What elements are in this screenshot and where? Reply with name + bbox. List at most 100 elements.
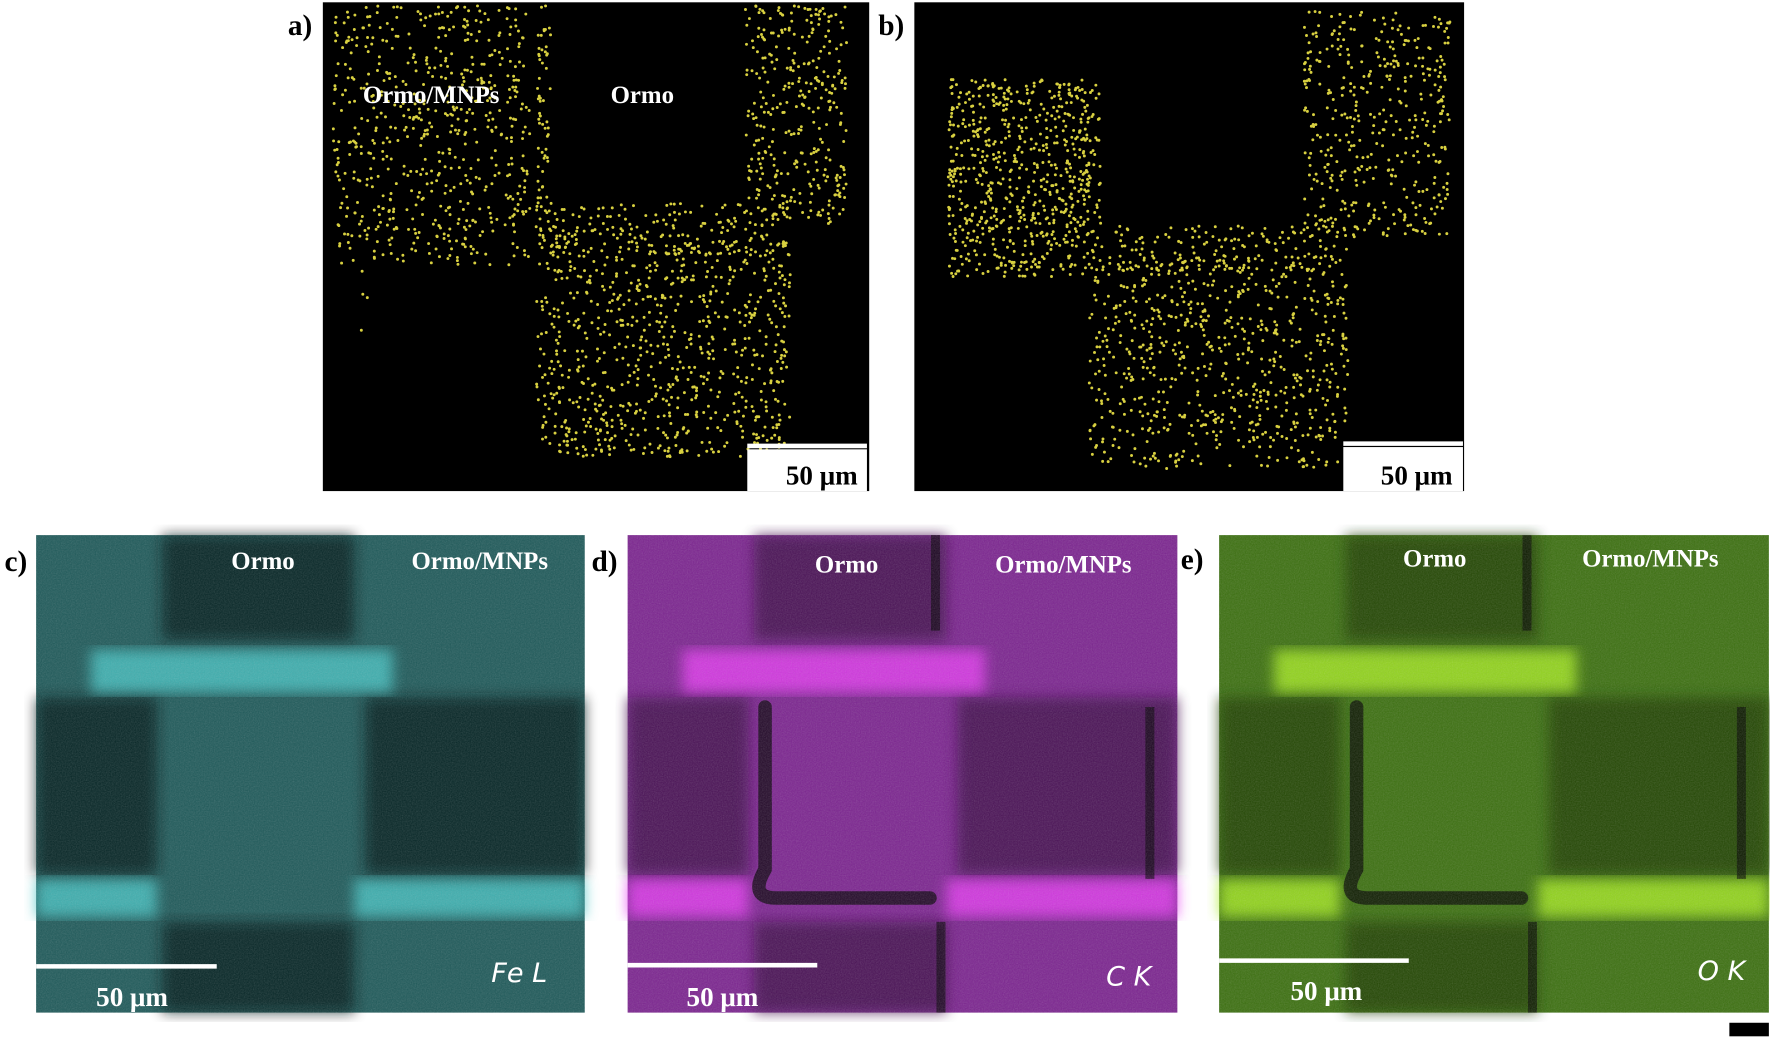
particle	[1237, 438, 1241, 442]
particle	[699, 374, 703, 378]
particle	[814, 7, 818, 11]
particle	[516, 192, 520, 195]
particle	[683, 210, 687, 214]
particle	[1271, 278, 1275, 282]
particle	[680, 264, 684, 268]
particle	[1357, 119, 1361, 123]
particle	[759, 90, 763, 94]
particle	[827, 29, 831, 33]
particle	[461, 207, 465, 211]
particle	[809, 14, 813, 18]
particle	[569, 291, 572, 295]
particle	[1073, 186, 1077, 190]
particle	[401, 101, 405, 105]
particle	[731, 275, 735, 279]
particle	[561, 219, 565, 223]
particle	[1142, 360, 1146, 364]
particle	[811, 110, 815, 114]
particle	[1085, 103, 1089, 107]
particle	[1326, 340, 1330, 344]
particle	[1398, 128, 1402, 132]
particle	[1279, 389, 1283, 393]
particle	[1086, 120, 1090, 124]
particle	[647, 276, 651, 280]
particle	[720, 300, 724, 304]
particle	[401, 259, 405, 263]
particle	[1414, 213, 1418, 217]
particle	[508, 216, 512, 220]
particle	[428, 14, 432, 18]
particle	[1057, 115, 1061, 119]
particle	[1117, 446, 1121, 450]
particle	[348, 153, 352, 156]
particle	[1097, 198, 1101, 202]
particle	[1048, 190, 1052, 194]
particle	[1061, 187, 1065, 191]
particle	[764, 335, 768, 339]
particle	[596, 303, 600, 306]
particle	[566, 311, 570, 315]
particle	[1311, 32, 1315, 36]
particle	[1327, 64, 1331, 68]
particle	[807, 215, 811, 219]
particle	[744, 227, 748, 231]
particle	[376, 69, 379, 72]
particle	[649, 365, 653, 369]
particle	[614, 255, 618, 259]
particle	[1190, 324, 1194, 328]
particle	[677, 212, 681, 216]
particle	[966, 139, 970, 142]
particle	[829, 14, 833, 18]
particle	[1255, 267, 1259, 271]
particle	[687, 338, 691, 341]
particle	[1321, 197, 1325, 201]
particle	[700, 440, 704, 444]
particle	[522, 212, 526, 216]
particle	[645, 350, 649, 354]
particle	[546, 159, 550, 163]
particle	[521, 137, 525, 141]
particle	[334, 39, 338, 43]
particle	[1273, 242, 1277, 246]
particle	[606, 309, 610, 313]
particle	[1079, 170, 1083, 173]
particle	[777, 270, 781, 274]
particle	[1101, 459, 1105, 463]
particle	[1150, 352, 1154, 356]
particle	[1117, 267, 1121, 271]
particle	[747, 164, 751, 168]
particle	[644, 339, 648, 343]
particle	[1248, 421, 1252, 425]
particle	[1410, 136, 1414, 140]
particle	[1230, 325, 1234, 329]
particle	[1144, 464, 1148, 468]
particle	[551, 253, 555, 257]
particle	[630, 240, 634, 244]
particle	[523, 190, 527, 194]
particle	[1443, 29, 1447, 33]
particle	[733, 269, 737, 273]
particle	[1086, 209, 1090, 213]
particle	[667, 252, 671, 256]
particle	[947, 128, 951, 132]
particle	[1008, 178, 1012, 182]
particle	[1182, 300, 1186, 304]
particle	[1252, 438, 1256, 442]
particle	[757, 157, 761, 161]
particle	[710, 265, 714, 269]
particle	[371, 93, 375, 97]
particle	[510, 140, 513, 143]
particle	[1118, 341, 1122, 344]
particle	[676, 406, 680, 410]
particle	[337, 224, 341, 228]
particle	[371, 139, 375, 142]
particle	[961, 109, 965, 113]
particle	[1251, 384, 1255, 388]
particle	[608, 453, 612, 457]
particle	[1004, 118, 1008, 122]
particle	[1440, 206, 1444, 210]
particle	[1111, 411, 1115, 415]
particle	[771, 257, 775, 261]
particle	[385, 70, 389, 74]
